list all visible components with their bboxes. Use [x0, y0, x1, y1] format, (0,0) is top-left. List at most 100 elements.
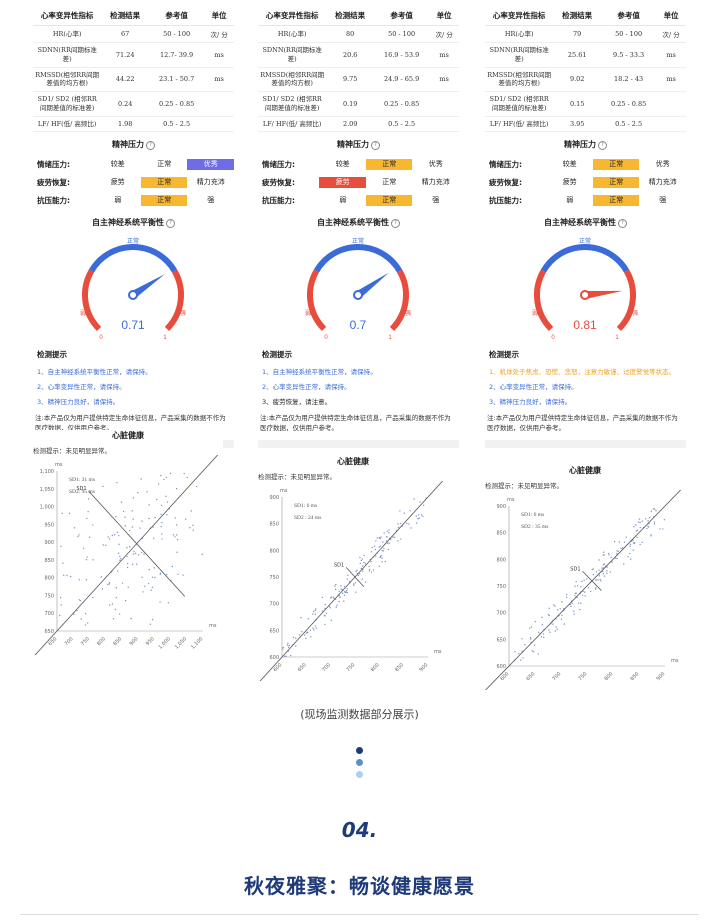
table-row: SD1/ SD2 (相邻RR间期差值的标准差) 0.15 0.25 - 0.85 — [485, 91, 686, 117]
scatter-point — [590, 590, 592, 593]
section-heading: 秋夜雅聚：畅谈健康愿景 — [244, 874, 475, 898]
help-icon[interactable]: ? — [371, 141, 380, 151]
disclaimer-note: 注:本产品仅为用户提供特定生命体征信息，产品采集的数据不作为医疗数据，仅供用户参… — [487, 414, 678, 433]
heart-title: 心脏健康 — [569, 466, 601, 475]
sd1-tag: SD1 — [570, 566, 580, 572]
scatter-point — [373, 545, 376, 547]
scatter-point — [116, 570, 119, 572]
help-icon[interactable]: ? — [166, 219, 175, 229]
x-tick: 700 — [64, 636, 75, 647]
scatter-point — [62, 562, 64, 564]
scatter-point — [128, 529, 131, 532]
hrv-report-2: 心率变异性指标 检测结果 参考值 单位 HR(心率) 80 50 - 100 次/ 分 SDNN… — [258, 6, 459, 448]
scatter-point — [165, 476, 168, 479]
help-icon[interactable]: ? — [391, 219, 400, 229]
stress-level: 弱 — [566, 195, 574, 204]
gauge-value: 0.71 — [121, 318, 145, 332]
scatter-point — [361, 565, 364, 567]
y-tick: 850 — [269, 522, 279, 528]
scatter-point — [629, 545, 631, 548]
scatter-point — [118, 543, 120, 546]
scatter-point — [378, 565, 381, 568]
scatter-point — [126, 555, 128, 558]
scatter-point — [315, 608, 317, 610]
table-header-row: 心率变异性指标 检测结果 参考值 单位 — [485, 6, 686, 26]
scatter-point — [115, 515, 117, 518]
stress-level: 疲劳 — [110, 177, 125, 186]
caption: (现场监测数据部分展示) — [300, 708, 419, 721]
scatter-point — [645, 518, 647, 520]
scatter-point — [330, 619, 332, 622]
scatter-point — [561, 614, 563, 616]
scatter-point — [629, 543, 632, 546]
scatter-point — [339, 596, 341, 598]
pager-dot-2[interactable] — [356, 759, 363, 766]
scatter-point — [386, 536, 388, 538]
scatter-point — [616, 557, 618, 560]
table-header: 检测结果 — [326, 6, 375, 26]
scatter-point — [616, 553, 618, 555]
stress-title-text: 精神压力 — [564, 140, 596, 150]
gauge-arc-weak — [534, 269, 554, 332]
scatter-point — [655, 509, 657, 512]
scatter-point — [594, 588, 597, 590]
scatter-point — [131, 510, 133, 512]
metric-name: SDNN(RR间期标准差) — [33, 42, 102, 68]
pager-dot-3[interactable] — [356, 771, 363, 778]
scatter-point — [553, 604, 555, 606]
table-row: RMSSD(相邻RR间期差值的均方根) 9.75 24.9 - 65.9 ms — [258, 67, 459, 93]
x-tick: 1,000 — [158, 636, 172, 650]
scatter-point — [134, 552, 137, 555]
y-tick: 650 — [269, 628, 279, 634]
metric-name: RMSSD(相邻RR间期差值的均方根) — [258, 67, 327, 93]
gauge-label-weak: 弱 — [305, 310, 311, 317]
scatter-point — [70, 575, 72, 578]
help-icon[interactable]: ? — [618, 219, 627, 229]
scatter-point — [152, 537, 155, 539]
scatter-point — [524, 643, 526, 646]
x-tick: 600 — [499, 671, 510, 682]
metric-value: 0.24 — [101, 91, 150, 117]
balance-gauge: 正常弱 强 0 1 0.7 — [258, 233, 459, 345]
gauge-value: 0.81 — [573, 318, 597, 332]
scatter-point — [403, 512, 405, 514]
scatter-point — [174, 517, 177, 519]
scatter-point — [653, 521, 656, 523]
metric-ref: 12.7- 39.9 — [149, 42, 205, 68]
scatter-point — [537, 631, 540, 634]
ans-title-text: 自主神经系统平衡性 — [92, 218, 164, 228]
scatter-point — [649, 517, 651, 519]
scatter-point — [289, 654, 292, 657]
scatter-point — [154, 516, 156, 519]
scatter-point — [146, 491, 148, 493]
gauge-value: 0.7 — [350, 318, 367, 332]
table-header: 参考值 — [374, 6, 430, 26]
scatter-point — [343, 600, 345, 602]
metric-unit: 次/ 分 — [429, 25, 459, 43]
scatter-point — [334, 588, 337, 591]
sd1-axis — [582, 571, 602, 591]
y-tick: 800 — [269, 548, 279, 554]
table-row: HR(心率) 80 50 - 100 次/ 分 — [258, 25, 459, 43]
help-icon[interactable]: ? — [146, 141, 155, 151]
scatter-point — [663, 518, 666, 521]
scatter-point — [310, 636, 312, 638]
scatter-point — [171, 565, 174, 568]
scatter-point — [632, 542, 635, 544]
scatter-point — [359, 562, 361, 565]
scatter-point — [148, 504, 150, 506]
scatter-point — [598, 569, 600, 571]
metric-unit: ms — [429, 42, 459, 68]
scatter-point — [115, 587, 118, 589]
metric-name: SD1/ SD2 (相邻RR间期差值的标准差) — [33, 91, 102, 117]
y-tick: 800 — [44, 576, 54, 582]
scatter-point — [384, 560, 386, 563]
help-icon[interactable]: ? — [598, 141, 607, 151]
pager-dot-1[interactable] — [356, 747, 363, 754]
scatter-point — [341, 592, 344, 594]
scatter-point — [576, 596, 578, 599]
scatter-point — [530, 626, 533, 628]
stress-row: 情绪压力: 较差 正常 优秀 — [485, 155, 686, 173]
